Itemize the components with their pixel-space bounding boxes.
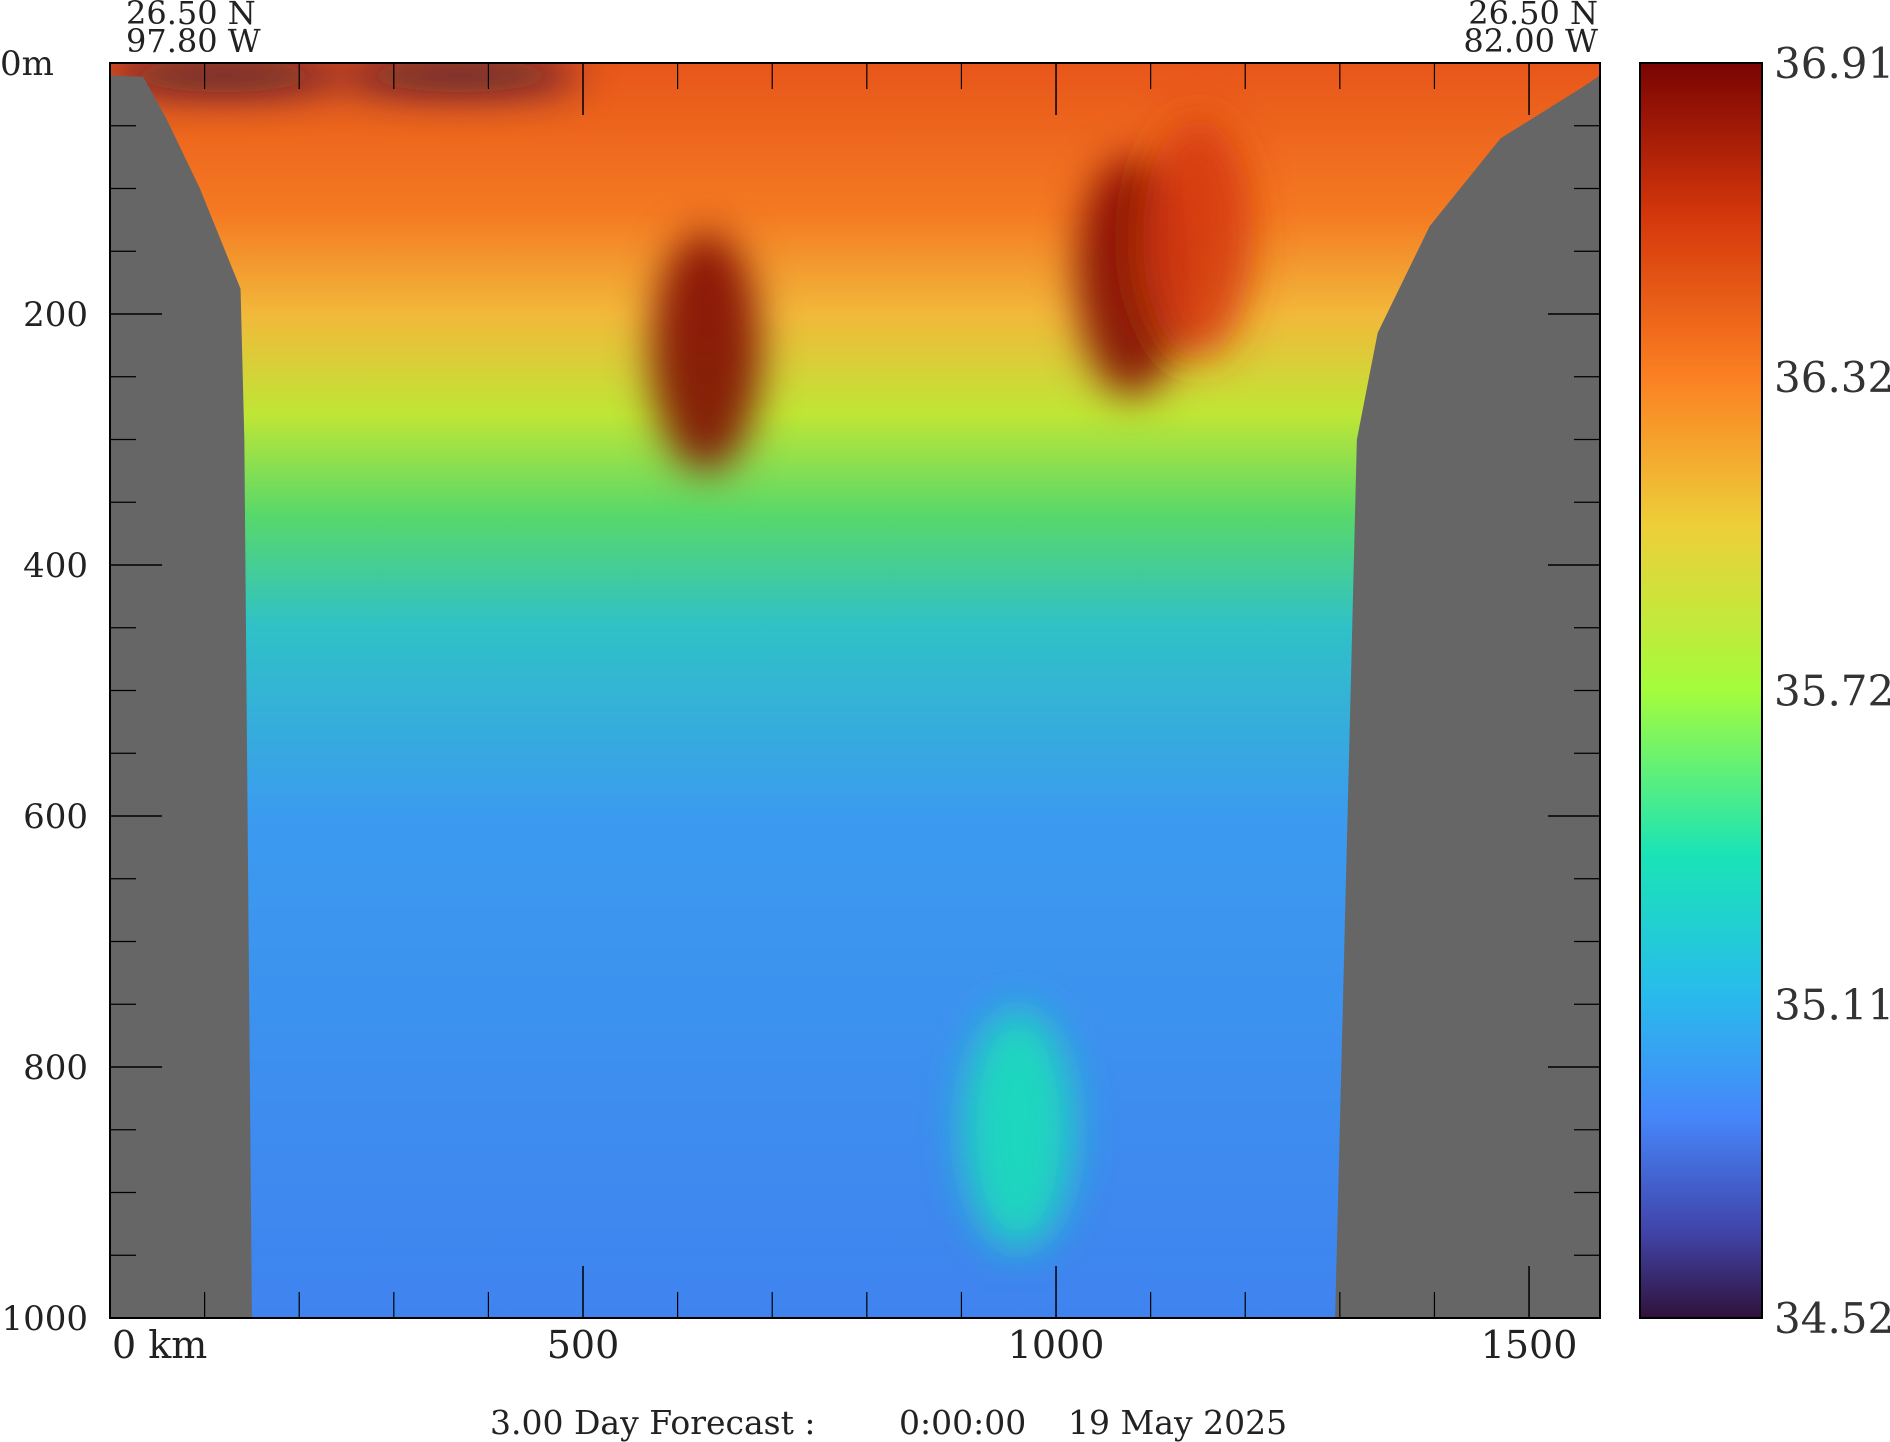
y-tick-label-0: 0m <box>0 44 54 84</box>
colorbar-label-0: 36.91 <box>1774 39 1890 88</box>
axis-ticks: 0 km 500 1000 1500 0m 200 400 600 800 1000 <box>0 44 1600 1367</box>
forecast-label: 3.00 Day Forecast : <box>490 1403 815 1442</box>
colorbar-label-3: 35.11 <box>1774 980 1890 1029</box>
x-tick-label-3: 1500 <box>1481 1323 1578 1367</box>
y-tick-label-5: 1000 <box>1 1299 88 1339</box>
salinity-anomaly-3 <box>963 1009 1074 1250</box>
colorbar-labels: 36.91 36.32 35.72 35.11 34.52 <box>1774 39 1890 1343</box>
forecast-time: 0:00:00 <box>899 1403 1026 1442</box>
left-latitude: 26.50 N <box>126 0 256 32</box>
right-latitude: 26.50 N <box>1468 0 1598 32</box>
bathymetry <box>110 63 1600 1318</box>
land-mask-left <box>110 63 252 1318</box>
y-tick-label-2: 400 <box>23 546 88 586</box>
x-tick-label-1: 500 <box>547 1323 620 1367</box>
salinity-anomaly-0 <box>651 231 761 472</box>
y-tick-label-4: 800 <box>23 1048 88 1088</box>
y-tick-label-1: 200 <box>23 295 88 335</box>
salinity-anomaly-5 <box>340 63 580 94</box>
colorbar-label-1: 36.32 <box>1774 353 1890 402</box>
left-longitude: 97.80 W <box>126 22 261 60</box>
colorbar-label-2: 35.72 <box>1774 667 1890 716</box>
salinity-anomalies <box>110 63 1253 1250</box>
y-tick-label-3: 600 <box>23 797 88 837</box>
x-tick-label-2: 1000 <box>1008 1323 1105 1367</box>
plot-area <box>110 63 1600 1318</box>
x-tick-label-0: 0 km <box>112 1323 207 1367</box>
colorbar <box>1639 62 1763 1319</box>
land-mask-right <box>1335 63 1600 1318</box>
right-longitude: 82.00 W <box>1463 22 1598 60</box>
colorbar-label-4: 34.52 <box>1774 1294 1890 1343</box>
salinity-anomaly-4 <box>110 63 344 94</box>
forecast-date: 19 May 2025 <box>1068 1403 1287 1442</box>
salinity-anomaly-2 <box>1142 118 1253 359</box>
